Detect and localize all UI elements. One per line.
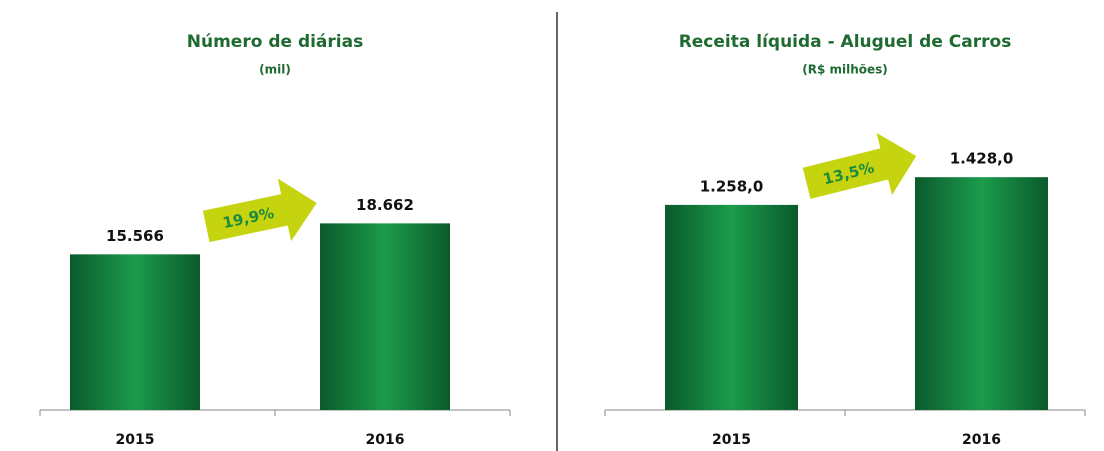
arrow-shape xyxy=(202,178,317,243)
bar xyxy=(915,177,1048,410)
x-tick-label: 2016 xyxy=(366,432,405,448)
x-tick-label: 2016 xyxy=(962,432,1001,448)
chart-subtitle: (mil) xyxy=(259,63,291,77)
value-label: 1.258,0 xyxy=(700,177,764,195)
growth-arrow: 19,9% xyxy=(202,178,317,243)
x-tick-label: 2015 xyxy=(116,432,155,448)
x-tick-label: 2015 xyxy=(712,432,751,448)
growth-arrow: 13,5% xyxy=(802,132,917,199)
bar xyxy=(320,223,450,410)
arrow-shape xyxy=(802,132,917,199)
bar xyxy=(665,204,798,410)
chart-title: Receita líquida - Aluguel de Carros xyxy=(679,32,1012,52)
value-label: 1.428,0 xyxy=(950,150,1014,168)
chart-title: Número de diárias xyxy=(187,32,363,52)
bar xyxy=(70,254,200,410)
value-label: 15.566 xyxy=(106,227,164,245)
chart-subtitle: (R$ milhões) xyxy=(802,63,888,77)
value-label: 18.662 xyxy=(356,196,414,214)
